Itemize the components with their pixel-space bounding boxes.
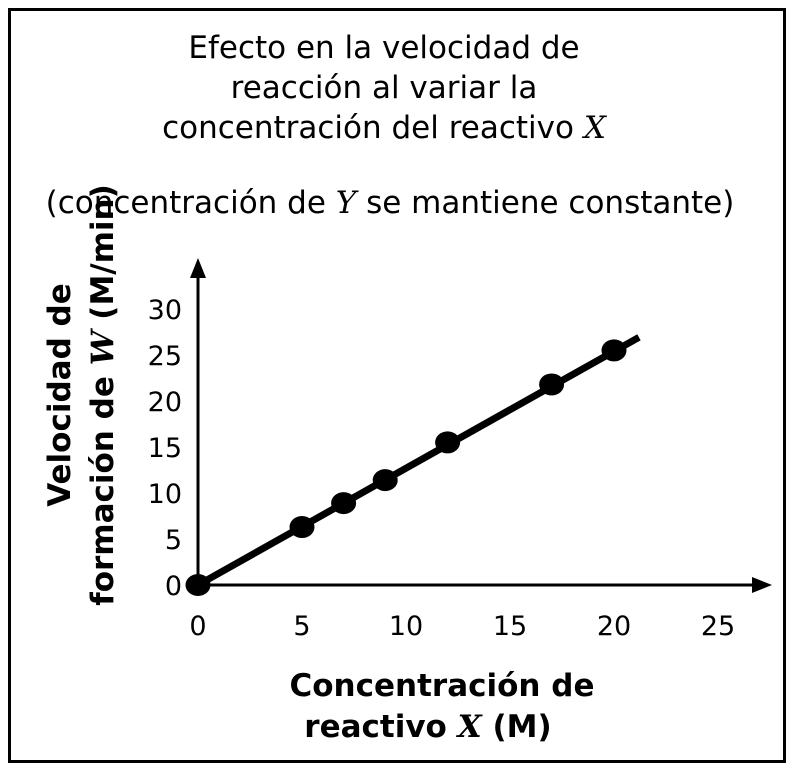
chart-title-line-2: reacción al variar la: [231, 70, 538, 106]
chart-title-line-1: Efecto en la velocidad de: [188, 30, 579, 66]
x-tick-label: 10: [389, 611, 423, 642]
x-axis-label-line-1: Concentración de: [290, 668, 595, 704]
y-axis-label-line-1: Velocidad de: [42, 283, 78, 507]
x-tick-label: 5: [293, 611, 310, 642]
x-tick-label: 20: [597, 611, 631, 642]
y-tick-label: 15: [148, 433, 182, 464]
chart-subtitle: (concentración de Y se mantiene constant…: [46, 185, 735, 221]
data-point: [372, 469, 398, 492]
x-tick-label: 15: [493, 611, 527, 642]
marks-group: [185, 334, 641, 596]
y-tick-label: 25: [148, 341, 182, 372]
x-axis-arrow: [752, 577, 772, 593]
data-point: [539, 373, 565, 396]
x-tick-label: 25: [701, 611, 735, 642]
chart-title-line-3: concentración del reactivo X: [162, 110, 608, 146]
y-tick-label: 0: [165, 571, 182, 602]
y-tick-label: 20: [148, 387, 182, 418]
data-point: [601, 339, 627, 362]
data-point: [289, 516, 315, 539]
x-axis-label-line-2: reactivo X (M): [304, 709, 551, 745]
data-point: [185, 574, 211, 596]
y-tick-label: 10: [148, 479, 182, 510]
fit-line: [196, 334, 641, 589]
y-axis-arrow: [190, 258, 206, 278]
x-tick-label: 0: [189, 611, 206, 642]
y-tick-label: 5: [165, 525, 182, 556]
data-point: [331, 492, 357, 515]
data-point: [435, 431, 461, 454]
chart-frame: [8, 8, 786, 763]
ticks-group: 0 5 10 15 20 25 0 5 10 15 20 25 30: [148, 295, 736, 642]
y-axis-label-line-2: formación de W (M/min): [85, 184, 121, 606]
y-tick-label: 30: [148, 295, 182, 326]
